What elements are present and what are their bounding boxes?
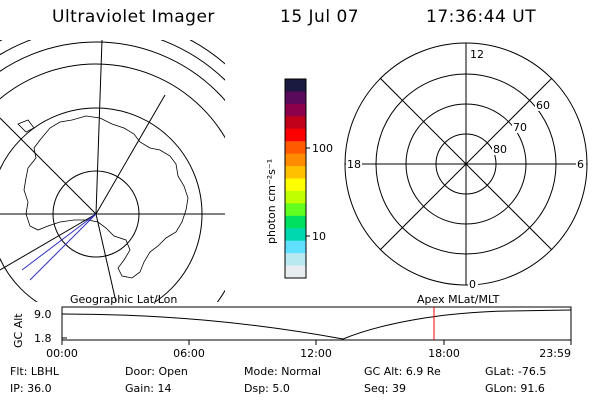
info-door: Door: Open bbox=[125, 365, 188, 378]
colorbar-tick-label: 100 bbox=[312, 142, 333, 155]
colorbar-unit-label: photon cm⁻²s⁻¹ bbox=[265, 159, 278, 244]
longitude-line bbox=[95, 40, 103, 215]
colorbar-cell bbox=[285, 79, 306, 92]
info-filter: Flt: LBHL bbox=[10, 365, 59, 378]
magnetic-map bbox=[344, 42, 588, 286]
info-glat: GLat: -76.5 bbox=[485, 365, 547, 378]
magnetic-map-labels: 12 18 6 0 60 70 80 bbox=[346, 47, 586, 291]
altitude-strip-chart: 9.0 1.8 GC Alt 00:00 06:00 12:00 18:00 2… bbox=[12, 306, 572, 360]
x-tick-label: 00:00 bbox=[46, 347, 78, 360]
info-gain: Gain: 14 bbox=[125, 382, 172, 395]
longitude-line bbox=[0, 213, 97, 271]
colorbar-cell bbox=[285, 253, 306, 267]
info-glon: GLon: 91.6 bbox=[485, 382, 545, 395]
mlt-label-6: 6 bbox=[577, 158, 584, 171]
colorbar-cell bbox=[285, 91, 306, 105]
satellite-track bbox=[29, 213, 97, 281]
coastline bbox=[23, 115, 189, 279]
right-map-label: Apex MLat/MLT bbox=[417, 293, 500, 306]
mlt-label-12: 12 bbox=[470, 48, 484, 61]
x-tick-label: 12:00 bbox=[300, 347, 332, 360]
colorbar-cell bbox=[285, 203, 306, 217]
colorbar-cell bbox=[285, 178, 306, 192]
coastline bbox=[17, 119, 35, 133]
info-mode: Mode: Normal bbox=[244, 365, 321, 378]
y-tick-label: 9.0 bbox=[34, 308, 52, 321]
mlat-label-80: 80 bbox=[493, 143, 507, 156]
y-tick-label: 1.8 bbox=[34, 332, 52, 345]
colorbar-cell bbox=[285, 116, 306, 130]
mlat-label-70: 70 bbox=[513, 121, 527, 134]
latitude-circle bbox=[0, 63, 225, 302]
colorbar-cell bbox=[285, 190, 306, 204]
colorbar: 100 10 photon cm⁻²s⁻¹ bbox=[265, 78, 333, 279]
info-seq: Seq: 39 bbox=[364, 382, 406, 395]
time-label: 17:36:44 UT bbox=[426, 7, 537, 27]
instrument-title: Ultraviolet Imager bbox=[52, 7, 215, 27]
colorbar-cell bbox=[285, 215, 306, 229]
colorbar-cell bbox=[285, 228, 306, 242]
left-map-label: Geographic Lat/Lon bbox=[70, 293, 177, 306]
x-tick-label: 18:00 bbox=[428, 347, 460, 360]
info-dsp: Dsp: 5.0 bbox=[244, 382, 290, 395]
colorbar-cell bbox=[285, 166, 306, 179]
colorbar-cell bbox=[285, 141, 306, 155]
colorbar-cell bbox=[285, 240, 306, 254]
mlt-label-0: 0 bbox=[469, 278, 476, 291]
info-gc-alt: GC Alt: 6.9 Re bbox=[364, 365, 441, 378]
longitude-line bbox=[95, 94, 166, 215]
colorbar-cell bbox=[285, 265, 306, 279]
colorbar-cell bbox=[285, 128, 306, 142]
longitude-line bbox=[95, 213, 117, 302]
date-label: 15 Jul 07 bbox=[280, 7, 360, 27]
colorbar-cell bbox=[285, 153, 306, 167]
mlt-line bbox=[379, 77, 553, 251]
latitude-circle bbox=[0, 41, 225, 102]
satellite-track bbox=[21, 213, 97, 271]
mlt-label-18: 18 bbox=[347, 158, 361, 171]
altitude-curve bbox=[61, 309, 572, 340]
y-axis-label: GC Alt bbox=[12, 313, 25, 348]
colorbar-cell bbox=[285, 103, 306, 117]
longitude-line bbox=[0, 117, 97, 215]
mlat-label-60: 60 bbox=[536, 99, 550, 112]
x-tick-label: 06:00 bbox=[173, 347, 205, 360]
x-tick-label: 23:59 bbox=[539, 347, 571, 360]
info-ip: IP: 36.0 bbox=[10, 382, 52, 395]
geographic-map bbox=[0, 40, 225, 302]
colorbar-tick-label: 10 bbox=[312, 230, 326, 243]
